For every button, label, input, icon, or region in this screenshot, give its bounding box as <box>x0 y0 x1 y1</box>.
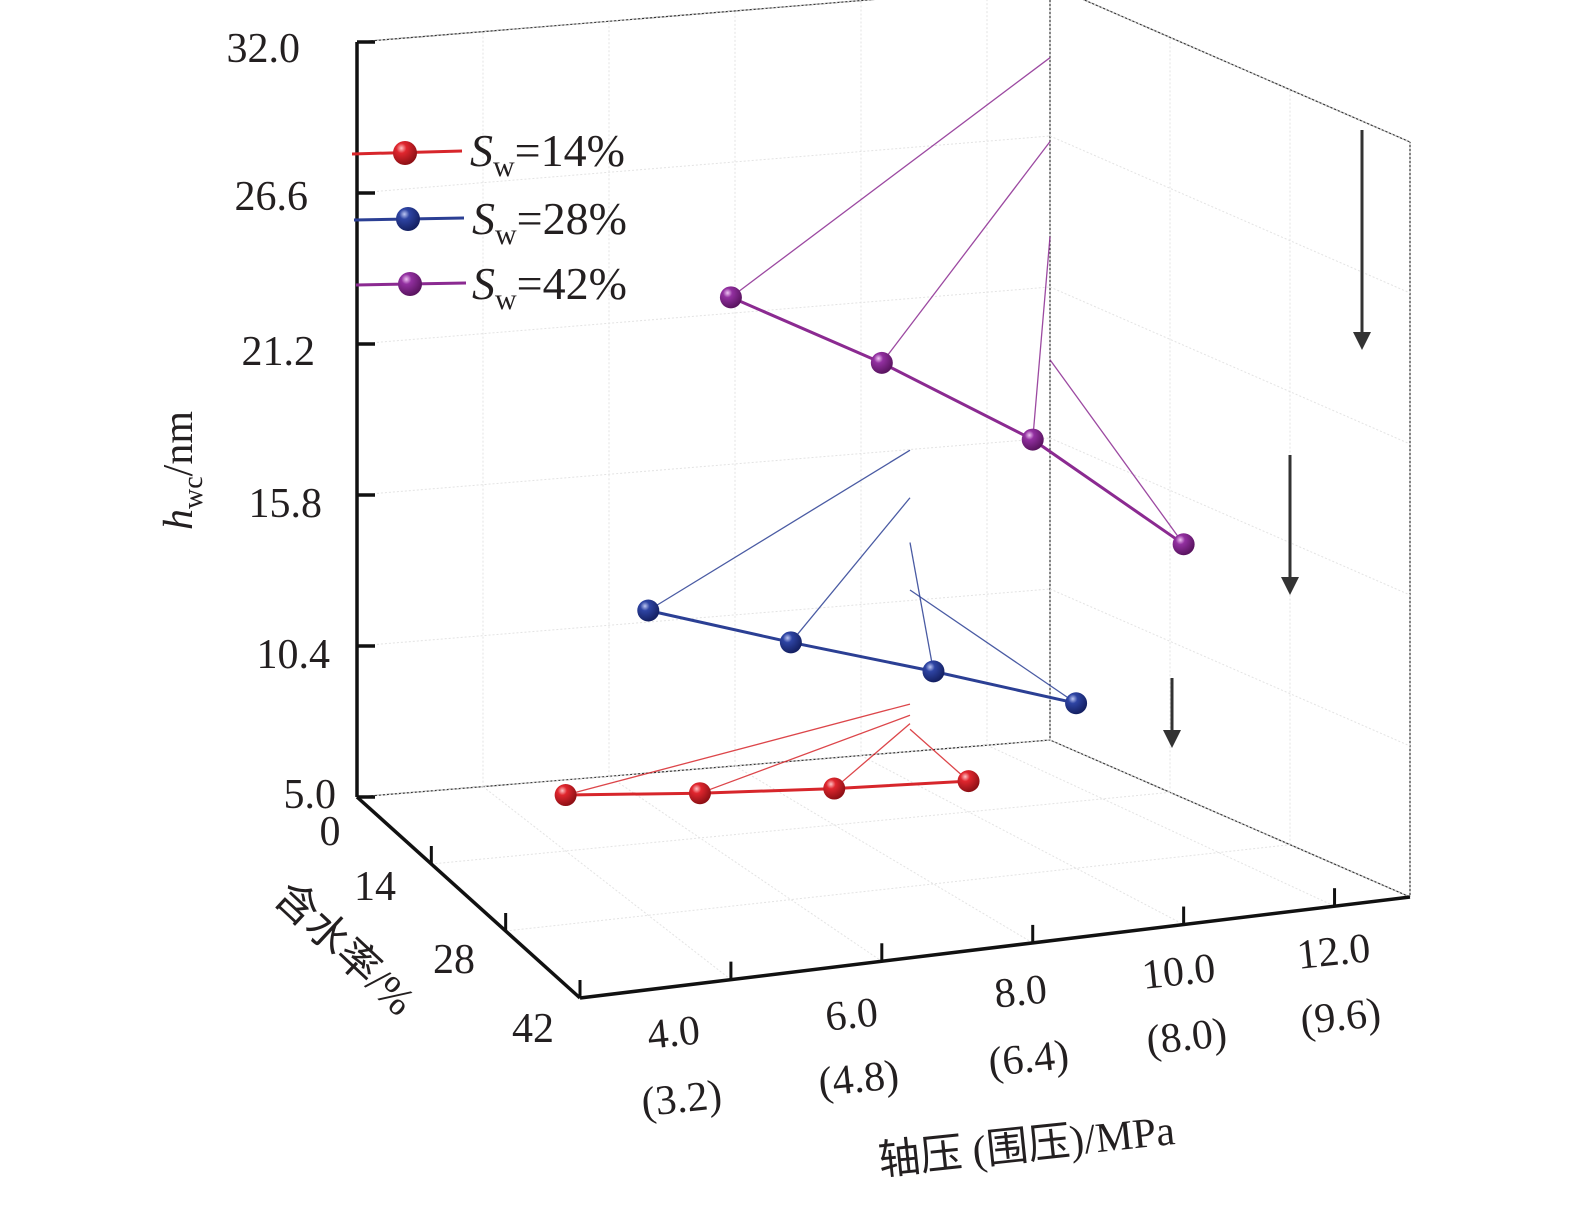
grid-line <box>1049 135 1411 294</box>
grid-line <box>734 765 1033 944</box>
grid-line <box>986 744 1335 907</box>
down-arrow-head <box>1281 577 1299 595</box>
legend-label: Sw=28% <box>472 193 627 251</box>
x-tick-sublabel: (9.6) <box>1298 990 1383 1044</box>
x-tick-label: 12.0 <box>1295 925 1373 978</box>
data-point <box>779 631 802 654</box>
grid-line <box>356 588 1051 647</box>
grid-line <box>356 135 1051 194</box>
grid-line <box>1049 437 1411 596</box>
grid-line <box>356 0 874 43</box>
grid-line <box>1083 0 1411 143</box>
projection-line <box>909 542 935 672</box>
grid-line <box>356 437 1051 496</box>
x-tick-label: 10.0 <box>1140 945 1218 998</box>
z-tick-label: 5.0 <box>284 772 337 818</box>
y-tick-labels: 0 14 28 42 <box>320 809 555 1052</box>
x-tick-sublabel: (8.0) <box>1144 1010 1229 1064</box>
data-point <box>922 660 945 683</box>
projection-line <box>909 728 969 782</box>
legend-label: Sw=42% <box>472 258 627 316</box>
series-line <box>647 609 1077 705</box>
box-edge <box>356 739 1051 798</box>
data-point <box>688 782 711 805</box>
grid-line <box>1049 588 1411 747</box>
series-line <box>730 295 1185 546</box>
data-point <box>637 599 660 622</box>
box-edge <box>356 0 875 43</box>
y-tick-label: 42 <box>512 1006 554 1052</box>
legend-marker <box>396 207 420 231</box>
z-tick-label: 21.2 <box>242 329 316 375</box>
box-edge <box>1082 0 1411 143</box>
grid-line <box>608 775 883 962</box>
grid-line <box>1049 286 1411 445</box>
grid-line <box>1049 739 1411 898</box>
y-axis-line <box>355 795 582 1000</box>
legend-item: Sw=42% <box>355 258 627 316</box>
projection-line <box>833 723 911 790</box>
data-point <box>870 351 893 374</box>
data-point <box>957 770 980 793</box>
y-tick-label: 28 <box>433 937 475 983</box>
z-tick-label: 15.8 <box>249 481 323 527</box>
data-point <box>823 777 846 800</box>
data-point <box>554 784 577 807</box>
data-point <box>1065 692 1088 715</box>
grid-line <box>482 786 732 981</box>
projection-line <box>1032 236 1051 440</box>
projection-lines <box>565 57 1185 796</box>
projection-line <box>730 57 1051 298</box>
projection-line <box>565 703 911 796</box>
z-tick-label: 26.6 <box>235 174 309 220</box>
z-tick-label: 10.4 <box>257 632 331 678</box>
axes <box>355 40 1411 1000</box>
grid-line <box>431 791 1171 865</box>
x-tick-labels: 4.0 (3.2) 6.0 (4.8) 8.0 (6.4) 10.0 (8.0)… <box>639 925 1383 1126</box>
trend-arrows <box>1163 130 1371 748</box>
x-axis-line <box>579 895 1411 1000</box>
z-tick-labels: 32.0 26.6 21.2 15.8 10.4 5.0 <box>227 26 337 818</box>
x-tick-sublabel: (4.8) <box>816 1052 901 1106</box>
legend-label: Sw=14% <box>470 125 625 183</box>
down-arrow-head <box>1353 332 1371 350</box>
legend-marker <box>393 141 417 165</box>
grid-line <box>356 286 1051 345</box>
y-axis-title: 含水率/% <box>265 873 423 1025</box>
grid-line <box>860 755 1184 925</box>
x-tick-label: 4.0 <box>645 1007 702 1058</box>
legend-item: Sw=28% <box>353 193 627 251</box>
legend: Sw=14% Sw=28% Sw=42% <box>351 125 627 316</box>
grid-line <box>505 844 1291 932</box>
grid-lines <box>356 0 1411 999</box>
x-axis-title: 轴压 (围压)/MPa <box>876 1108 1177 1185</box>
projection-line <box>881 141 1051 364</box>
projection-line <box>647 449 911 612</box>
data-point <box>1172 533 1195 556</box>
y-tick-label: 0 <box>320 809 341 855</box>
data-point <box>719 286 742 309</box>
projection-line <box>699 714 911 794</box>
x-tick-sublabel: (3.2) <box>639 1072 724 1126</box>
down-arrow-head <box>1163 730 1181 748</box>
legend-item: Sw=14% <box>351 125 625 183</box>
series-line <box>565 779 969 797</box>
x-tick-sublabel: (6.4) <box>986 1032 1071 1086</box>
z-axis-title: hwc/nm <box>156 411 209 530</box>
x-tick-label: 6.0 <box>823 989 880 1040</box>
data-series <box>554 286 1195 807</box>
z-tick-label: 32.0 <box>227 26 301 72</box>
projection-line <box>1049 359 1185 545</box>
legend-marker <box>398 272 422 296</box>
data-point <box>1021 428 1044 451</box>
x-tick-label: 8.0 <box>992 966 1049 1017</box>
projection-line <box>909 589 1077 704</box>
projection-line <box>790 497 911 643</box>
y-tick-label: 14 <box>354 864 396 910</box>
